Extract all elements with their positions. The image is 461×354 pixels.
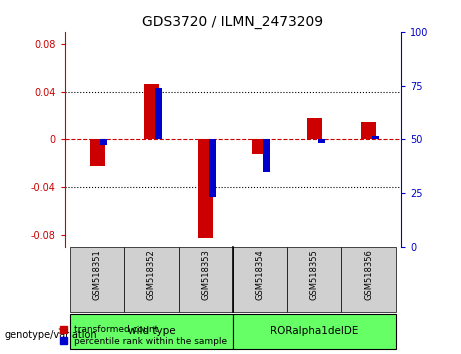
Bar: [233, 247, 287, 312]
Bar: [198, 139, 213, 238]
Text: GSM518356: GSM518356: [364, 249, 373, 300]
Bar: [318, 139, 325, 143]
Text: wild type: wild type: [128, 326, 175, 336]
Text: GSM518352: GSM518352: [147, 249, 156, 300]
Bar: [361, 121, 376, 139]
Bar: [341, 247, 396, 312]
Text: GSM518351: GSM518351: [93, 249, 101, 300]
Bar: [70, 314, 233, 349]
Bar: [307, 118, 322, 139]
Bar: [144, 85, 159, 139]
Bar: [155, 88, 162, 139]
Bar: [233, 314, 396, 349]
Bar: [124, 247, 178, 312]
Bar: [263, 139, 270, 172]
Text: GSM518355: GSM518355: [310, 249, 319, 300]
Bar: [70, 247, 124, 312]
Text: GSM518353: GSM518353: [201, 249, 210, 300]
Bar: [287, 247, 341, 312]
Bar: [178, 247, 233, 312]
Title: GDS3720 / ILMN_2473209: GDS3720 / ILMN_2473209: [142, 16, 323, 29]
Bar: [372, 136, 379, 139]
Bar: [100, 139, 107, 145]
Bar: [89, 139, 105, 166]
Bar: [209, 139, 216, 197]
Text: genotype/variation: genotype/variation: [5, 330, 97, 339]
Text: GSM518354: GSM518354: [255, 249, 265, 300]
Legend: transformed count, percentile rank within the sample: transformed count, percentile rank withi…: [60, 325, 227, 346]
Bar: [252, 139, 267, 154]
Text: RORalpha1delDE: RORalpha1delDE: [270, 326, 358, 336]
